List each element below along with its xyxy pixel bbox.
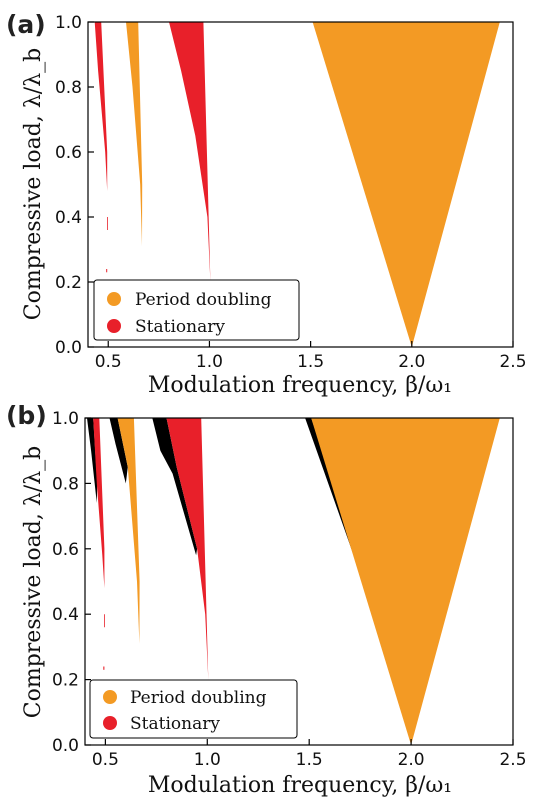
panel-b-ticks: 0.5 1.0 1.5 2.0 2.5 0.0 0.2 0.4 0.6 0.8 1.0 xyxy=(52,409,527,770)
panel-b-y-tick-label: 0.6 xyxy=(52,540,79,560)
panel-a-y-tick-label: 0.0 xyxy=(55,338,82,358)
panel-a-x-tick-label: 2.5 xyxy=(499,352,526,372)
panel-b-regions xyxy=(87,418,500,745)
panel-a-region-period-doubling-5 xyxy=(312,22,500,347)
panel-b-region-stationary-1 xyxy=(93,418,105,588)
panel-b-legend-label-period-doubling: Period doubling xyxy=(130,688,267,708)
panel-b-y-axis-label: Compressive load, λ/λ_b xyxy=(21,446,46,718)
panel-a-ticks: 0.5 1.0 1.5 2.0 2.5 0.0 0.2 0.4 0.6 0.8 1.0 xyxy=(55,13,527,372)
panel-b-region-period-doubling-5 xyxy=(117,418,140,644)
panel-a-legend-box xyxy=(93,279,300,341)
panel-a-y-tick-label: 0.4 xyxy=(55,208,82,228)
panel-b-region-stationary-2 xyxy=(104,614,105,628)
panel-b-y-tick-label: 0.2 xyxy=(52,671,79,691)
panel-a-y-axis-label: Compressive load, λ/λ_b xyxy=(21,48,46,320)
panel-a-x-axis-label: Modulation frequency, β/ω₁ xyxy=(148,373,452,398)
panel-b-legend-box xyxy=(89,679,298,739)
panel-b-region-stationary-7 xyxy=(166,418,209,680)
panel-a-region-stationary-1 xyxy=(107,217,108,230)
panel-b-region-unlabeled-4 xyxy=(109,418,128,484)
panel-b-region-stationary-3 xyxy=(103,666,105,670)
panel-a-x-tick-label: 0.5 xyxy=(95,352,122,372)
panel-a-region-stationary-2 xyxy=(106,269,108,273)
panel-b-region-period-doubling-9 xyxy=(311,418,500,745)
panel-b-x-tick-label: 2.5 xyxy=(499,750,526,770)
panel-a-legend-marker-period-doubling xyxy=(107,292,121,306)
panel-a-y-tick-label: 0.6 xyxy=(55,143,82,163)
panel-a-legend-label-stationary: Stationary xyxy=(135,317,225,337)
panel-a-y-tick-label: 0.8 xyxy=(55,78,82,98)
panel-a-regions xyxy=(94,22,500,347)
panel-a-legend: Period doubling Stationary xyxy=(93,279,300,341)
panel-a-label: (a) xyxy=(6,10,46,39)
panel-b-x-tick-label: 1.5 xyxy=(296,750,323,770)
panel-b-legend-marker-stationary xyxy=(103,716,117,730)
panel-b-x-tick-label: 0.5 xyxy=(92,750,119,770)
panel-b-region-unlabeled-0 xyxy=(87,418,98,503)
panel-b-plot-frame xyxy=(84,417,514,746)
panel-b-region-unlabeled-6 xyxy=(152,418,198,556)
panel-a-region-stationary-4 xyxy=(169,22,211,282)
panel-a-region-period-doubling-3 xyxy=(126,22,143,247)
panel-b-y-tick-label: 0.0 xyxy=(52,736,79,756)
panel-b-x-tick-label: 2.0 xyxy=(398,750,425,770)
panel-b-legend-marker-period-doubling xyxy=(103,690,117,704)
panel-a: (a) 0.5 1.0 1.5 2.0 2.5 0.0 0.2 0.4 0.6 0.8 1.0 Mo… xyxy=(6,10,527,398)
panel-a-legend-marker-stationary xyxy=(107,319,121,333)
panel-b-legend-label-stationary: Stationary xyxy=(130,714,220,734)
panel-b-y-tick-label: 0.4 xyxy=(52,605,79,625)
panel-a-y-tick-label: 0.2 xyxy=(55,273,82,293)
panel-a-x-tick-label: 2.0 xyxy=(398,352,425,372)
panel-a-x-tick-label: 1.0 xyxy=(196,352,223,372)
panel-b-x-tick-label: 1.0 xyxy=(194,750,221,770)
panel-a-y-tick-label: 1.0 xyxy=(55,13,82,33)
panel-a-plot-frame xyxy=(87,21,514,348)
panel-a-x-tick-label: 1.5 xyxy=(297,352,324,372)
panel-b-y-tick-label: 0.8 xyxy=(52,474,79,494)
panel-b-y-tick-label: 1.0 xyxy=(52,409,79,429)
panel-b-legend: Period doubling Stationary xyxy=(89,679,298,739)
panel-b-x-axis-label: Modulation frequency, β/ω₁ xyxy=(148,773,452,798)
panel-b: (b) 0.5 1.0 1.5 2.0 2.5 0.0 0.2 0.4 0.6 0.8 1.0 Mo… xyxy=(6,401,527,798)
panel-a-legend-label-period-doubling: Period doubling xyxy=(135,290,272,310)
panel-b-label: (b) xyxy=(6,401,47,430)
panel-a-region-stationary-0 xyxy=(94,22,108,191)
